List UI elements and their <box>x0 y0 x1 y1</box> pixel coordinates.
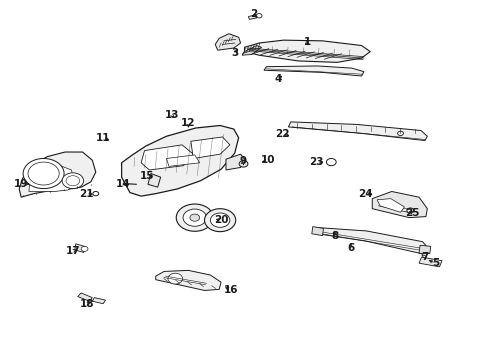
Polygon shape <box>418 245 430 253</box>
Polygon shape <box>166 155 199 166</box>
Text: 1: 1 <box>304 37 311 47</box>
Polygon shape <box>264 66 363 76</box>
Text: 19: 19 <box>14 179 28 189</box>
Text: 10: 10 <box>260 155 275 165</box>
Polygon shape <box>248 15 256 19</box>
Text: 13: 13 <box>165 111 179 121</box>
Circle shape <box>23 158 64 189</box>
Polygon shape <box>418 257 441 267</box>
Polygon shape <box>29 165 75 192</box>
Polygon shape <box>141 145 193 170</box>
Text: 12: 12 <box>181 118 195 128</box>
Text: 8: 8 <box>330 231 338 240</box>
Polygon shape <box>190 137 229 158</box>
Text: 6: 6 <box>346 243 354 253</box>
Polygon shape <box>19 152 96 197</box>
Polygon shape <box>312 227 428 253</box>
Polygon shape <box>311 226 323 235</box>
Text: 3: 3 <box>231 48 238 58</box>
Polygon shape <box>288 122 427 140</box>
Polygon shape <box>148 174 160 187</box>
Circle shape <box>62 173 83 189</box>
Polygon shape <box>75 244 84 252</box>
Circle shape <box>81 246 88 251</box>
Circle shape <box>176 204 213 231</box>
Polygon shape <box>122 126 238 196</box>
Text: 23: 23 <box>309 157 323 167</box>
Text: 25: 25 <box>405 208 419 218</box>
Polygon shape <box>371 192 427 218</box>
Text: 16: 16 <box>223 285 238 296</box>
Text: 24: 24 <box>357 189 372 199</box>
Text: 18: 18 <box>80 299 95 309</box>
Circle shape <box>183 209 206 226</box>
Polygon shape <box>242 45 261 55</box>
Text: 11: 11 <box>96 133 110 143</box>
Polygon shape <box>156 270 221 291</box>
Polygon shape <box>225 154 244 170</box>
Circle shape <box>204 209 235 231</box>
Text: 21: 21 <box>79 189 93 199</box>
Circle shape <box>239 161 247 167</box>
Polygon shape <box>215 34 240 50</box>
Text: 15: 15 <box>140 171 154 181</box>
Polygon shape <box>92 298 105 304</box>
Text: 9: 9 <box>240 156 246 166</box>
Polygon shape <box>78 293 92 301</box>
Circle shape <box>167 273 182 284</box>
Text: 2: 2 <box>249 9 256 19</box>
Polygon shape <box>376 199 404 212</box>
Text: 22: 22 <box>275 129 289 139</box>
Circle shape <box>210 213 229 227</box>
Text: 7: 7 <box>420 252 427 262</box>
Text: 4: 4 <box>274 74 282 84</box>
Polygon shape <box>244 40 369 62</box>
Text: 5: 5 <box>431 258 438 268</box>
Circle shape <box>189 214 199 221</box>
Text: 20: 20 <box>213 215 228 225</box>
Text: 14: 14 <box>116 179 131 189</box>
Text: 17: 17 <box>65 246 80 256</box>
